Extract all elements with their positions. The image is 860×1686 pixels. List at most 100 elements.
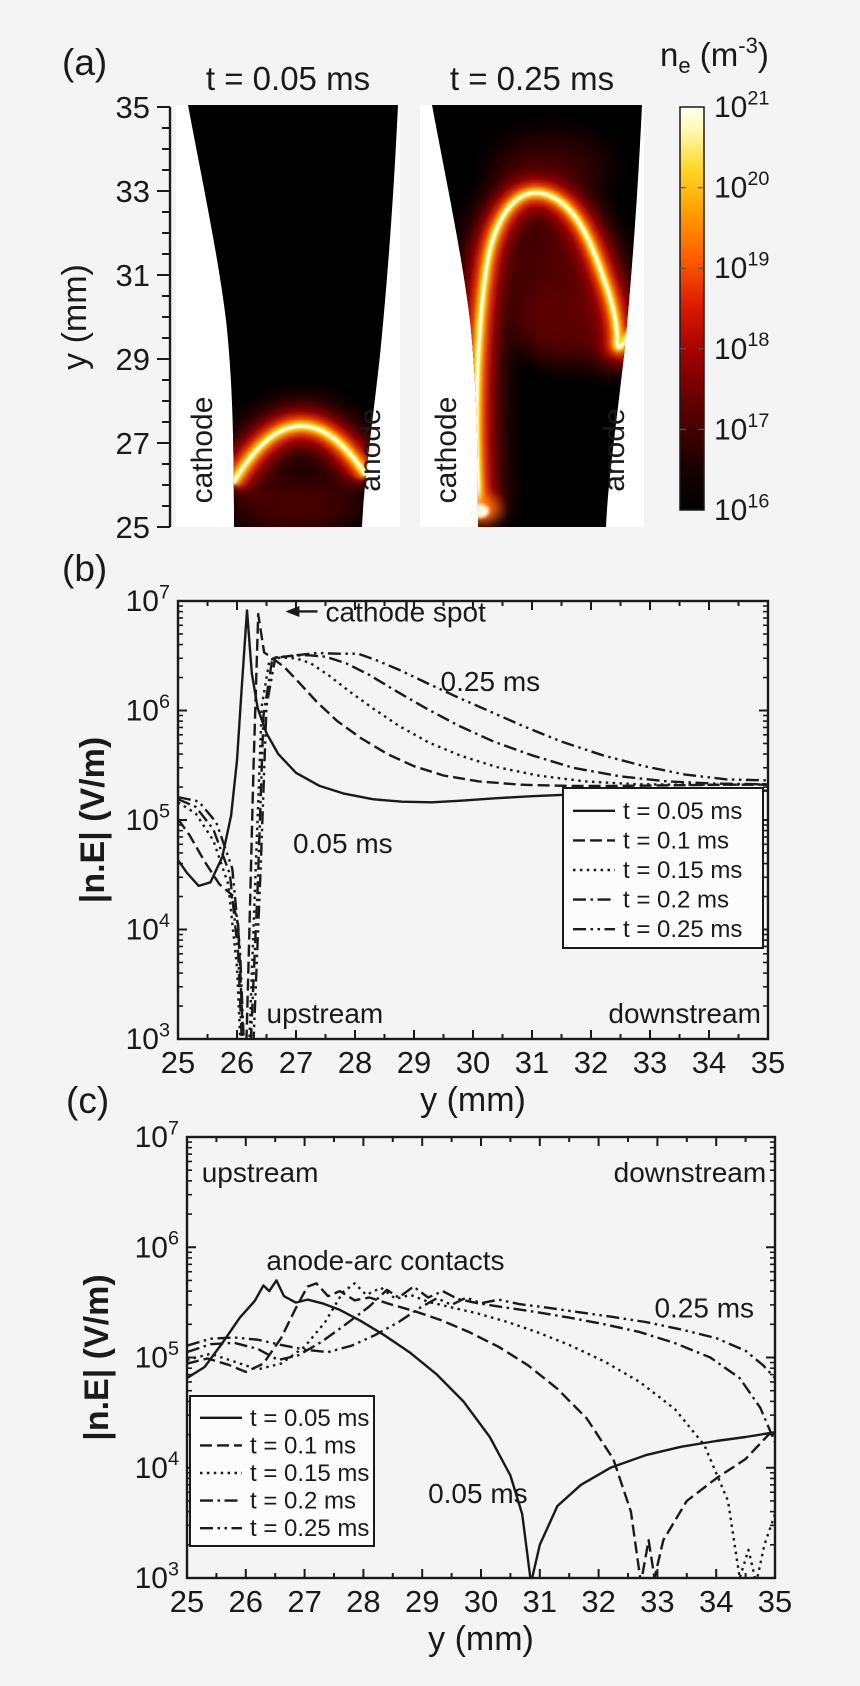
series-solid: [188, 1279, 774, 1577]
legend-label: t = 0.2 ms: [623, 887, 729, 914]
panel-a-y-tick-label: 25: [116, 510, 150, 545]
legend-label: t = 0.05 ms: [623, 798, 742, 825]
legend-label: t = 0.25 ms: [623, 916, 742, 943]
panel-a-y-tick-label: 31: [116, 258, 150, 293]
series-dashdotdot: [179, 651, 767, 1038]
y-tick-label: 104: [126, 910, 170, 947]
panel-a-y-tick-label: 29: [116, 342, 150, 377]
x-axis-title: y (mm): [428, 1620, 534, 1658]
x-tick-label: 34: [692, 1045, 726, 1080]
panel-b-label: (b): [62, 548, 108, 589]
x-tick-label: 33: [640, 1584, 674, 1619]
annotation-0-25-ms: 0.25 ms: [654, 1293, 754, 1324]
y-tick-label: 103: [135, 1558, 179, 1595]
colorbar-tick-label: 1019: [714, 249, 769, 286]
x-tick-label: 27: [279, 1045, 313, 1080]
x-tick-label: 32: [574, 1045, 608, 1080]
panel-a-y-tick-label: 33: [116, 174, 150, 209]
y-axis-title: |n.E| (V/m): [78, 1274, 116, 1440]
heatmap-t025-arc: [453, 137, 642, 522]
series-group: [188, 1279, 774, 1577]
x-tick-label: 26: [220, 1045, 254, 1080]
electrode-label-cathode: cathode: [430, 397, 463, 504]
series-dashdot: [179, 654, 767, 1038]
legend-label: t = 0.1 ms: [250, 1432, 356, 1459]
x-tick-label: 30: [464, 1584, 498, 1619]
panel-c-label: (c): [66, 1080, 110, 1121]
colorbar-tick-label: 1021: [714, 87, 769, 124]
panel-b-chart: 25 26 27 28 29 30 31 32 33 34 35 y (mm) 107 106 105 104…: [74, 581, 785, 1119]
annotation-downstream: downstream: [608, 998, 761, 1029]
series-dashdotdot: [188, 1296, 774, 1379]
annotation-0-25-ms: 0.25 ms: [441, 666, 541, 697]
annotation-upstream: upstream: [267, 998, 384, 1029]
panel-a-label: (a): [62, 42, 108, 83]
heatmap-t005: [176, 105, 400, 527]
series-dotted: [179, 656, 767, 1038]
heatmap-t025: [420, 105, 644, 527]
series-dotted: [188, 1282, 774, 1577]
electrode-label-anode: anode: [598, 408, 631, 491]
colorbar-tick-label: 1017: [714, 410, 769, 447]
legend-label: t = 0.15 ms: [623, 857, 742, 884]
legend-label: t = 0.2 ms: [250, 1488, 356, 1515]
x-tick-label: 28: [338, 1045, 372, 1080]
x-tick-label: 25: [161, 1045, 195, 1080]
series-dashed: [188, 1282, 774, 1577]
x-axis-title: y (mm): [420, 1081, 526, 1119]
y-tick-label: 103: [126, 1019, 170, 1056]
y-tick-label: 105: [126, 800, 170, 837]
y-axis-title: |n.E| (V/m): [74, 737, 112, 903]
x-tick-label: 26: [229, 1584, 263, 1619]
annotation-upstream: upstream: [202, 1157, 319, 1188]
y-tick-label: 107: [135, 1117, 179, 1154]
annotation-arrowhead: [285, 605, 300, 617]
colorbar-tick-label: 1016: [714, 490, 769, 527]
legend-box: [562, 787, 764, 949]
electrode-label-cathode: cathode: [186, 397, 219, 504]
panel-a-axes: 35 33 31 29 27 25 y (mm) t = 0.05 ms cathode anod…: [56, 33, 769, 545]
annotation-anode-arc-contacts: anode-arc contacts: [266, 1245, 504, 1276]
panel-a-y-axis-title: y (mm): [56, 264, 94, 370]
x-tick-label: 33: [633, 1045, 667, 1080]
heatmap-title: t = 0.25 ms: [450, 60, 614, 97]
annotation-0-05-ms: 0.05 ms: [293, 828, 393, 859]
colorbar: [679, 106, 705, 511]
y-tick-label: 107: [126, 581, 170, 618]
legend-label: t = 0.25 ms: [250, 1515, 369, 1542]
y-tick-label: 105: [135, 1338, 179, 1375]
annotation-0-05-ms: 0.05 ms: [428, 1478, 528, 1509]
x-tick-label: 27: [287, 1584, 321, 1619]
colorbar-tick-label: 1020: [714, 168, 769, 205]
legend-label: t = 0.1 ms: [623, 827, 729, 854]
annotation-cathode-spot: cathode spot: [326, 596, 487, 627]
colorbar-title: ne (m-3): [660, 33, 769, 78]
y-tick-label: 104: [135, 1448, 179, 1485]
electrode-label-anode: anode: [354, 408, 387, 491]
x-tick-label: 31: [515, 1045, 549, 1080]
legend-label: t = 0.05 ms: [250, 1405, 369, 1432]
x-tick-label: 28: [346, 1584, 380, 1619]
y-tick-label: 106: [135, 1228, 179, 1265]
panel-a-y-tick-label: 35: [116, 90, 150, 125]
x-tick-label: 30: [456, 1045, 490, 1080]
legend-box: [189, 1395, 375, 1547]
x-tick-label: 35: [751, 1045, 785, 1080]
annotation-downstream: downstream: [614, 1157, 767, 1188]
heatmap-title: t = 0.05 ms: [206, 60, 370, 97]
x-tick-label: 29: [405, 1584, 439, 1619]
heatmap-t005-arc: [212, 402, 386, 527]
x-tick-label: 31: [523, 1584, 557, 1619]
colorbar-tick-label: 1018: [714, 329, 769, 366]
series-dashdot: [188, 1285, 774, 1443]
x-tick-label: 32: [581, 1584, 615, 1619]
x-tick-label: 29: [397, 1045, 431, 1080]
legend-label: t = 0.15 ms: [250, 1460, 369, 1487]
x-tick-label: 25: [170, 1584, 204, 1619]
x-tick-label: 35: [758, 1584, 792, 1619]
panel-c-chart: 25 26 27 28 29 30 31 32 33 34 35 y (mm) 107 106 105 104…: [78, 1117, 792, 1658]
panel-a-y-tick-label: 27: [116, 426, 150, 461]
y-tick-label: 106: [126, 691, 170, 728]
